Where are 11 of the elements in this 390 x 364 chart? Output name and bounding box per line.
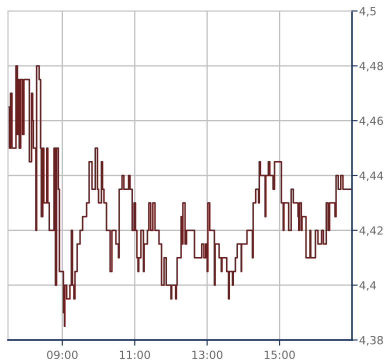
x-tick-label: 09:00: [47, 350, 78, 360]
y-tick-label: 4,42: [359, 226, 383, 236]
y-tick-label: 4,38: [359, 336, 383, 346]
x-tick-label: 13:00: [192, 350, 222, 360]
y-tick-label: 4,46: [359, 116, 383, 126]
y-tick-label: 4,4: [359, 281, 376, 291]
y-tick-label: 4,48: [359, 62, 383, 72]
y-tick-label: 4,44: [359, 172, 384, 182]
x-tick-label: 15:00: [264, 350, 295, 360]
y-tick-label: 4,5: [359, 7, 376, 17]
x-tick-label: 11:00: [120, 350, 150, 360]
